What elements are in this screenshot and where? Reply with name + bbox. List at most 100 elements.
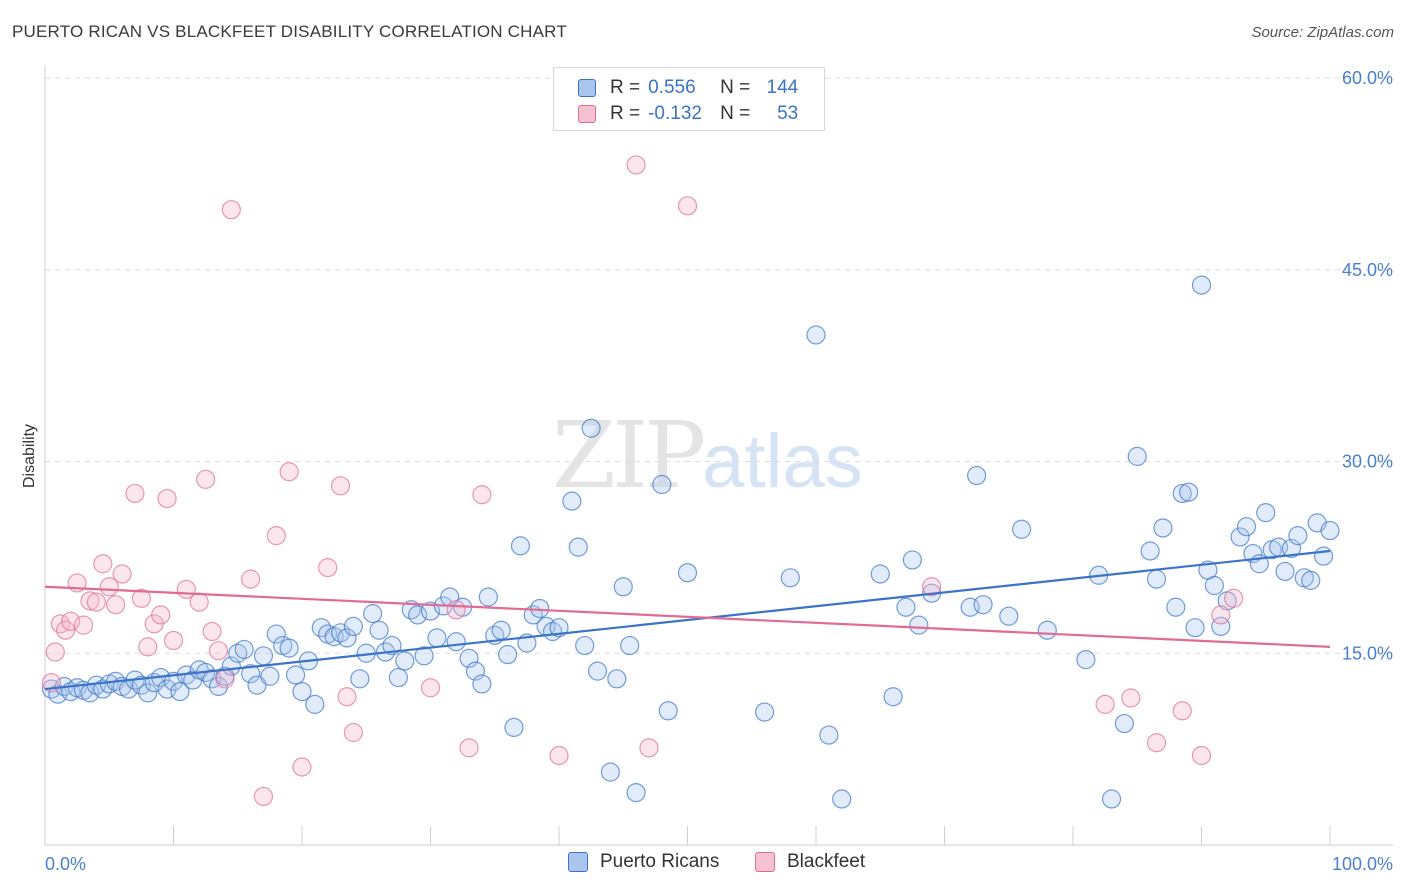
data-point-blackfeet bbox=[131, 588, 151, 608]
data-point-puerto-rican bbox=[1114, 713, 1135, 734]
data-point-puerto-rican bbox=[401, 600, 421, 620]
x-tick-label: 0.0% bbox=[45, 854, 86, 874]
bottom-legend-puerto-ricans: Puerto Ricans bbox=[568, 851, 719, 873]
trend-line-puerto-ricans bbox=[44, 549, 1331, 691]
data-point-puerto-rican bbox=[587, 661, 608, 681]
data-point-puerto-rican bbox=[343, 616, 363, 637]
data-point-puerto-rican bbox=[491, 620, 511, 640]
data-point-puerto-rican bbox=[498, 644, 518, 665]
data-point-blackfeet bbox=[279, 462, 299, 482]
data-point-blackfeet bbox=[112, 564, 132, 584]
data-point-blackfeet bbox=[343, 722, 363, 743]
legend-n-label: N = bbox=[720, 103, 751, 124]
legend-n-value: 53 bbox=[777, 103, 799, 124]
data-point-puerto-rican bbox=[1011, 519, 1032, 539]
data-point-blackfeet bbox=[196, 469, 216, 489]
data-point-puerto-rican bbox=[241, 664, 261, 684]
data-point-puerto-rican bbox=[530, 598, 550, 619]
data-point-puerto-rican bbox=[427, 628, 447, 648]
data-point-puerto-rican bbox=[1076, 650, 1096, 670]
bottom-legend-swatch-pink bbox=[755, 852, 775, 872]
data-point-blackfeet bbox=[330, 476, 351, 496]
data-point-puerto-rican bbox=[472, 674, 492, 694]
data-point-puerto-rican bbox=[1236, 517, 1257, 537]
data-point-puerto-rican bbox=[562, 491, 582, 511]
data-point-blackfeet bbox=[80, 591, 100, 611]
data-point-puerto-rican bbox=[1204, 575, 1224, 596]
legend-r-value: -0.132 bbox=[648, 103, 702, 124]
series-blackfeet bbox=[41, 155, 1244, 807]
data-point-blackfeet bbox=[73, 615, 94, 635]
data-point-puerto-rican bbox=[420, 601, 441, 621]
data-point-puerto-rican bbox=[677, 563, 698, 583]
data-point-blackfeet bbox=[157, 488, 177, 509]
data-point-puerto-rican bbox=[973, 595, 993, 615]
data-point-blackfeet bbox=[221, 200, 241, 220]
data-point-puerto-rican bbox=[234, 639, 254, 660]
data-point-puerto-rican bbox=[754, 702, 775, 722]
data-point-puerto-rican bbox=[285, 665, 306, 685]
data-point-puerto-rican bbox=[1288, 526, 1308, 546]
bottom-legend-label: Blackfeet bbox=[787, 851, 866, 872]
data-point-blackfeet bbox=[292, 757, 312, 777]
data-point-blackfeet bbox=[61, 611, 81, 631]
data-point-puerto-rican bbox=[600, 762, 621, 782]
data-point-puerto-rican bbox=[1153, 518, 1173, 538]
data-point-blackfeet bbox=[459, 738, 479, 758]
data-point-puerto-rican bbox=[549, 618, 569, 638]
legend-r-label: R = bbox=[610, 103, 641, 124]
data-point-puerto-rican bbox=[1172, 483, 1192, 504]
legend-row-puerto-ricans: R = 0.556 N = 144 bbox=[578, 76, 798, 100]
data-point-puerto-rican bbox=[1211, 616, 1231, 637]
data-point-puerto-rican bbox=[819, 725, 839, 745]
data-point-blackfeet bbox=[337, 687, 357, 707]
data-point-puerto-rican bbox=[1185, 618, 1205, 638]
data-point-puerto-rican bbox=[266, 624, 286, 644]
data-point-puerto-rican bbox=[446, 632, 466, 652]
data-point-puerto-rican bbox=[279, 638, 299, 658]
data-point-puerto-rican bbox=[305, 694, 325, 714]
data-point-puerto-rican bbox=[395, 651, 415, 671]
source-label: Source: ZipAtlas.com bbox=[1251, 24, 1394, 41]
legend: R = 0.556 N = 144 R = -0.132 N = 53 bbox=[553, 67, 825, 131]
chart-title: PUERTO RICAN VS BLACKFEET DISABILITY COR… bbox=[12, 22, 567, 41]
data-point-blackfeet bbox=[626, 155, 646, 175]
data-point-puerto-rican bbox=[652, 474, 672, 495]
data-point-puerto-rican bbox=[902, 550, 922, 570]
data-point-blackfeet bbox=[93, 554, 113, 574]
legend-r-label: R = bbox=[610, 77, 641, 98]
data-point-puerto-rican bbox=[1230, 527, 1250, 547]
data-point-puerto-rican bbox=[613, 577, 633, 597]
data-point-blackfeet bbox=[1121, 688, 1141, 708]
data-point-blackfeet bbox=[86, 592, 107, 612]
y-tick-label: 15.0% bbox=[1342, 643, 1393, 663]
data-point-puerto-rican bbox=[292, 681, 312, 702]
data-point-blackfeet bbox=[202, 621, 222, 642]
axes bbox=[44, 66, 1393, 846]
series-puerto-ricans bbox=[41, 275, 1340, 809]
y-tick-label: 30.0% bbox=[1342, 452, 1393, 472]
data-point-blackfeet bbox=[639, 738, 659, 758]
data-point-blackfeet bbox=[241, 569, 261, 589]
data-point-puerto-rican bbox=[363, 604, 383, 624]
y-tick-label: 60.0% bbox=[1342, 68, 1393, 88]
data-point-blackfeet bbox=[446, 600, 466, 620]
legend-swatch-blue bbox=[578, 79, 596, 97]
data-point-puerto-rican bbox=[510, 536, 531, 556]
data-point-puerto-rican bbox=[208, 676, 229, 697]
data-point-puerto-rican bbox=[382, 635, 402, 656]
data-point-puerto-rican bbox=[388, 667, 408, 688]
data-point-puerto-rican bbox=[414, 646, 434, 666]
data-point-blackfeet bbox=[420, 678, 441, 698]
data-point-blackfeet bbox=[208, 641, 229, 661]
bottom-legend-label: Puerto Ricans bbox=[600, 851, 720, 872]
data-point-puerto-rican bbox=[1313, 546, 1334, 566]
data-point-puerto-rican bbox=[1037, 620, 1057, 640]
data-point-puerto-rican bbox=[253, 646, 274, 666]
data-point-blackfeet bbox=[472, 485, 492, 505]
legend-n-label: N = bbox=[720, 77, 751, 98]
data-point-puerto-rican bbox=[369, 620, 389, 640]
data-point-puerto-rican bbox=[1146, 569, 1167, 589]
bottom-legend-blackfeet: Blackfeet bbox=[755, 851, 865, 873]
data-point-puerto-rican bbox=[350, 669, 370, 689]
